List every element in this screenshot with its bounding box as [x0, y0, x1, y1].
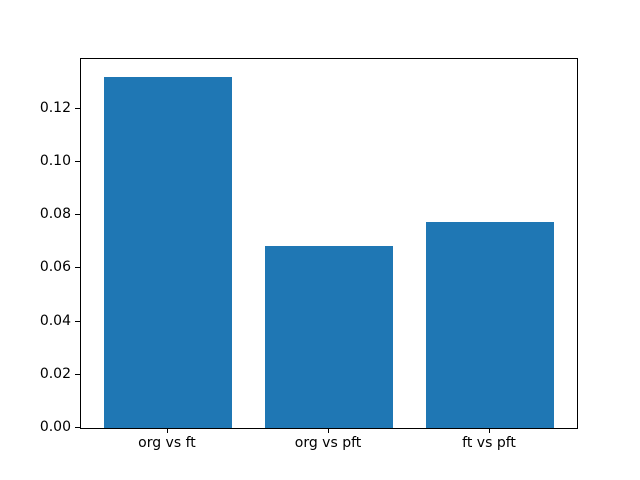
y-tick-label: 0.00: [39, 419, 71, 435]
y-tick-label: 0.08: [39, 206, 71, 222]
x-tick-mark: [166, 428, 168, 433]
bar-org-vs-pft: [264, 245, 394, 428]
y-tick-label: 0.04: [39, 312, 71, 329]
x-tick-mark: [328, 428, 329, 433]
x-tick-label: org vs pft: [294, 435, 362, 451]
y-tick-label: 0.12: [39, 99, 71, 116]
y-tick-mark: [75, 160, 80, 162]
bar-ft-vs-pft: [425, 222, 555, 428]
y-tick-mark: [75, 373, 80, 375]
y-tick-mark: [75, 107, 80, 109]
x-tick-mark: [489, 428, 491, 433]
x-tick-label: org vs ft: [138, 435, 196, 451]
plot-area: [80, 58, 578, 429]
y-tick-mark: [75, 214, 80, 215]
y-tick-label: 0.06: [39, 259, 71, 276]
bar-org-vs-ft: [103, 76, 233, 428]
y-tick-mark: [75, 267, 80, 269]
y-tick-label: 0.02: [39, 365, 71, 382]
y-tick-mark: [75, 427, 80, 428]
y-tick-label: 0.10: [39, 152, 71, 169]
y-tick-mark: [75, 320, 80, 322]
x-tick-label: ft vs pft: [462, 435, 516, 451]
